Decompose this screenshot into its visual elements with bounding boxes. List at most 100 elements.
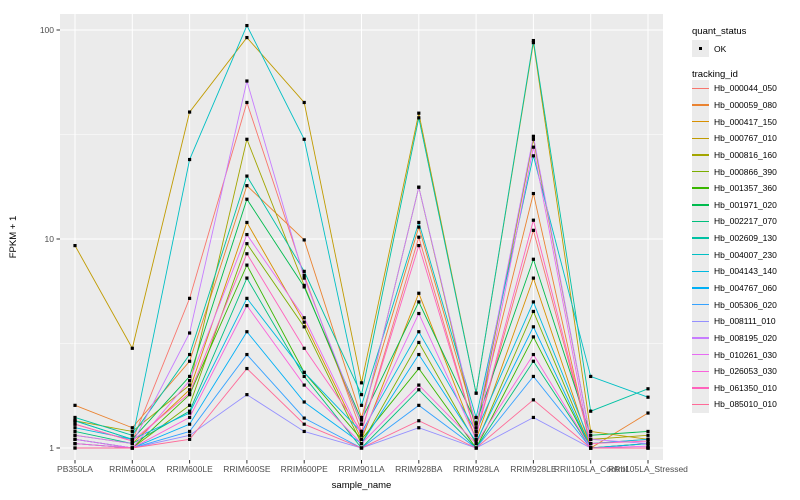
legend-line-icon	[692, 387, 709, 389]
legend-item-Hb_004767_060: Hb_004767_060	[692, 279, 798, 297]
data-point	[646, 437, 650, 441]
legend-item-label: Hb_005306_020	[714, 299, 777, 310]
data-point	[245, 137, 249, 141]
data-point	[245, 232, 249, 237]
data-point	[130, 429, 134, 434]
data-point	[417, 116, 421, 120]
data-point	[245, 252, 249, 256]
x-tick-label: RRII105LA_Control	[554, 464, 628, 474]
data-point	[589, 409, 593, 413]
data-point	[245, 276, 249, 280]
data-point	[531, 309, 535, 314]
data-point	[73, 429, 77, 434]
data-point	[531, 276, 535, 280]
legend-item-Hb_000816_160: Hb_000816_160	[692, 146, 798, 164]
legend-item-ok-label: OK	[714, 43, 727, 54]
data-point	[130, 426, 134, 430]
data-point	[359, 381, 364, 385]
legend-item-Hb_085010_010: Hb_085010_010	[692, 396, 798, 413]
legend-item-Hb_000866_390: Hb_000866_390	[692, 163, 798, 181]
data-point	[359, 422, 364, 426]
data-point	[531, 41, 535, 45]
data-point	[245, 296, 249, 300]
legend-item-label: Hb_026053_030	[714, 366, 777, 377]
data-point	[359, 403, 364, 407]
legend-line-icon	[692, 170, 709, 173]
data-point	[130, 439, 134, 443]
data-point	[417, 185, 421, 189]
data-point	[302, 137, 306, 141]
legend: quant_status OK tracking_id Hb_000044_05…	[692, 26, 798, 413]
data-point	[188, 403, 192, 407]
data-point	[302, 269, 306, 273]
data-point	[245, 174, 249, 178]
x-tick-label: RRIM600PE	[281, 464, 329, 474]
data-point	[245, 304, 249, 308]
legend-line-icon	[692, 87, 709, 90]
legend-line-icon	[692, 104, 709, 106]
data-point	[474, 391, 478, 395]
legend-key-swatch	[692, 212, 709, 230]
legend-item-label: Hb_000866_390	[714, 166, 777, 177]
legend-item-Hb_026053_030: Hb_026053_030	[692, 362, 798, 380]
data-point	[188, 391, 192, 395]
legend-item-Hb_004143_140: Hb_004143_140	[692, 262, 798, 280]
data-point	[188, 388, 192, 392]
data-point	[130, 446, 134, 450]
data-point	[188, 331, 192, 335]
legend-item-Hb_000417_150: Hb_000417_150	[692, 113, 798, 131]
data-point	[188, 352, 192, 357]
legend-item-label: Hb_000767_010	[714, 133, 777, 144]
legend-line-icon	[692, 337, 709, 339]
data-point	[73, 441, 77, 446]
data-point	[646, 395, 650, 399]
data-point	[73, 426, 77, 430]
y-tick-label: 10	[45, 234, 55, 244]
legend-line-icon	[692, 287, 709, 289]
legend-item-label: Hb_004007_230	[714, 249, 777, 260]
data-point	[531, 374, 535, 379]
data-point	[188, 422, 192, 426]
data-point	[130, 441, 134, 446]
data-point	[188, 409, 192, 413]
legend-item-ok: OK	[692, 40, 798, 57]
data-point	[130, 437, 134, 441]
legend-item-label: Hb_001971_020	[714, 199, 777, 210]
legend-item-label: Hb_061350_010	[714, 382, 777, 393]
data-point	[130, 433, 134, 437]
legend-item-Hb_002217_070: Hb_002217_070	[692, 212, 798, 230]
legend-item-Hb_008111_010: Hb_008111_010	[692, 312, 798, 330]
data-point	[531, 154, 535, 158]
legend-line-icon	[692, 320, 709, 322]
legend-key-swatch	[692, 346, 709, 364]
x-tick-label: RRIM928LA	[453, 464, 500, 474]
data-point	[302, 383, 306, 387]
data-point	[531, 257, 535, 261]
data-point	[531, 300, 535, 304]
x-tick-label: RRIM600SE	[223, 464, 271, 474]
x-tick-label: RRIM600LA	[109, 464, 156, 474]
data-point	[646, 433, 650, 437]
legend-item-label: Hb_000417_150	[714, 116, 777, 127]
data-point	[646, 429, 650, 434]
legend-key-swatch	[692, 113, 709, 131]
data-point	[474, 421, 478, 425]
data-point	[73, 403, 77, 407]
data-point	[589, 437, 593, 441]
data-point	[417, 419, 421, 423]
data-point	[245, 197, 249, 201]
data-point	[302, 238, 306, 242]
legend-line-icon	[692, 237, 709, 239]
legend-key-swatch	[692, 179, 709, 197]
data-point	[130, 346, 134, 350]
data-point	[417, 300, 421, 304]
legend-item-label: Hb_002609_130	[714, 233, 777, 244]
data-point	[188, 157, 192, 162]
legend-line-icon	[692, 187, 709, 189]
legend-key-swatch	[692, 196, 709, 214]
data-point	[417, 426, 421, 430]
data-point	[646, 387, 650, 391]
x-tick-label: RRIM928BA	[395, 464, 443, 474]
legend-item-Hb_000767_010: Hb_000767_010	[692, 129, 798, 147]
